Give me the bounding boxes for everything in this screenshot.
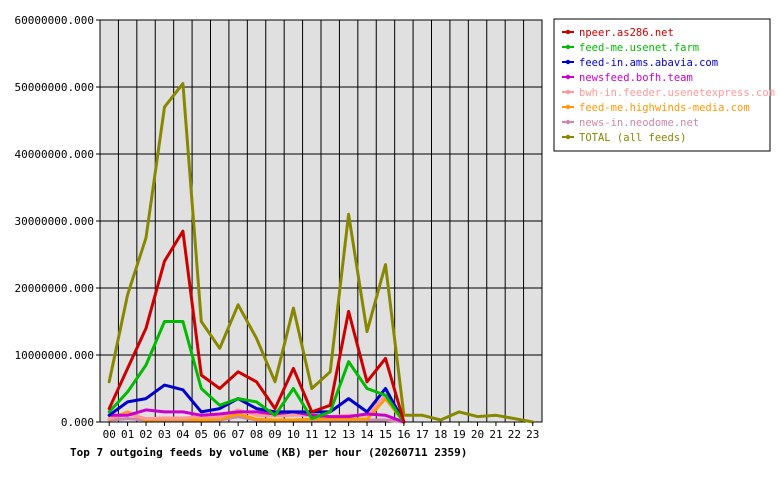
series-line-newsfeed-bofh-team (107, 408, 406, 424)
legend: npeer.as286.net feed-me.usenet.farm feed-i… (553, 18, 775, 152)
x-tick-label: 00 (103, 428, 116, 441)
legend-marker-feed-me-highwinds-media-com (565, 104, 571, 110)
legend-label-news-in-neodome-net: news-in.neodome.net (579, 117, 699, 129)
series-line-feed-me-usenet-farm (107, 320, 406, 424)
x-axis-ticks: 00 01 02 03 04 05 06 07 08 09 10 11 12 13 14 15 16 17 18 19… (103, 422, 539, 441)
legend-label-newsfeed-bofh-team: newsfeed.bofh.team (579, 72, 693, 84)
legend-marker-total-all-feeds (565, 134, 571, 140)
x-tick-label: 04 (176, 428, 190, 441)
x-tick-label: 17 (416, 428, 429, 441)
series-line-npeer-as286-net (107, 229, 406, 424)
legend-label-total-all-feeds: TOTAL (all feeds) (579, 132, 686, 144)
legend-label-bwh-in-feeder-usenetexpress-com: bwh-in.feeder.usenetexpress.com (579, 87, 775, 99)
y-tick-label: 10000000.000 (15, 349, 94, 362)
series-line-total-all-feeds (107, 82, 535, 424)
y-tick-label: 40000000.000 (15, 148, 94, 161)
y-tick-label: 20000000.000 (15, 282, 94, 295)
x-tick-label: 20 (471, 428, 484, 441)
x-tick-label: 19 (453, 428, 466, 441)
x-tick-label: 22 (508, 428, 521, 441)
x-tick-label: 08 (250, 428, 263, 441)
series-lines (107, 82, 535, 424)
x-tick-label: 05 (195, 428, 208, 441)
legend-marker-npeer-as286-net (565, 29, 571, 35)
legend-marker-feed-me-usenet-farm (565, 44, 571, 50)
x-tick-label: 14 (360, 428, 374, 441)
legend-marker-bwh-in-feeder-usenetexpress-com (565, 89, 571, 95)
legend-marker-feed-in-ams-abavia-com (565, 59, 571, 65)
chart-title: Top 7 outgoing feeds by volume (KB) per … (70, 446, 467, 459)
x-tick-label: 13 (342, 428, 355, 441)
legend-marker-news-in-neodome-net (565, 119, 571, 125)
legend-box (553, 18, 771, 152)
x-tick-label: 06 (213, 428, 226, 441)
x-tick-label: 23 (526, 428, 539, 441)
y-tick-label: 60000000.000 (15, 14, 94, 27)
x-tick-label: 10 (287, 428, 300, 441)
x-tick-label: 11 (305, 428, 318, 441)
x-tick-label: 18 (434, 428, 447, 441)
x-tick-label: 21 (489, 428, 502, 441)
y-tick-label: 0.000 (61, 416, 94, 429)
legend-marker-newsfeed-bofh-team (565, 74, 571, 80)
legend-label-npeer-as286-net: npeer.as286.net (579, 27, 674, 39)
x-tick-label: 02 (139, 428, 152, 441)
y-axis-ticks: 0.000 10000000.000 20000000.000 30000000.00… (15, 14, 100, 429)
x-tick-label: 07 (232, 428, 245, 441)
y-tick-label: 50000000.000 (15, 81, 94, 94)
x-tick-label: 01 (121, 428, 134, 441)
x-tick-label: 12 (324, 428, 337, 441)
legend-label-feed-in-ams-abavia-com: feed-in.ams.abavia.com (579, 57, 718, 69)
x-tick-label: 03 (158, 428, 171, 441)
x-tick-label: 16 (397, 428, 410, 441)
series-line-feed-in-ams-abavia-com (107, 383, 406, 424)
y-tick-label: 30000000.000 (15, 215, 94, 228)
x-tick-label: 09 (268, 428, 281, 441)
legend-label-feed-me-highwinds-media-com: feed-me.highwinds-media.com (579, 102, 750, 114)
x-tick-label: 15 (379, 428, 392, 441)
legend-label-feed-me-usenet-farm: feed-me.usenet.farm (579, 42, 699, 54)
